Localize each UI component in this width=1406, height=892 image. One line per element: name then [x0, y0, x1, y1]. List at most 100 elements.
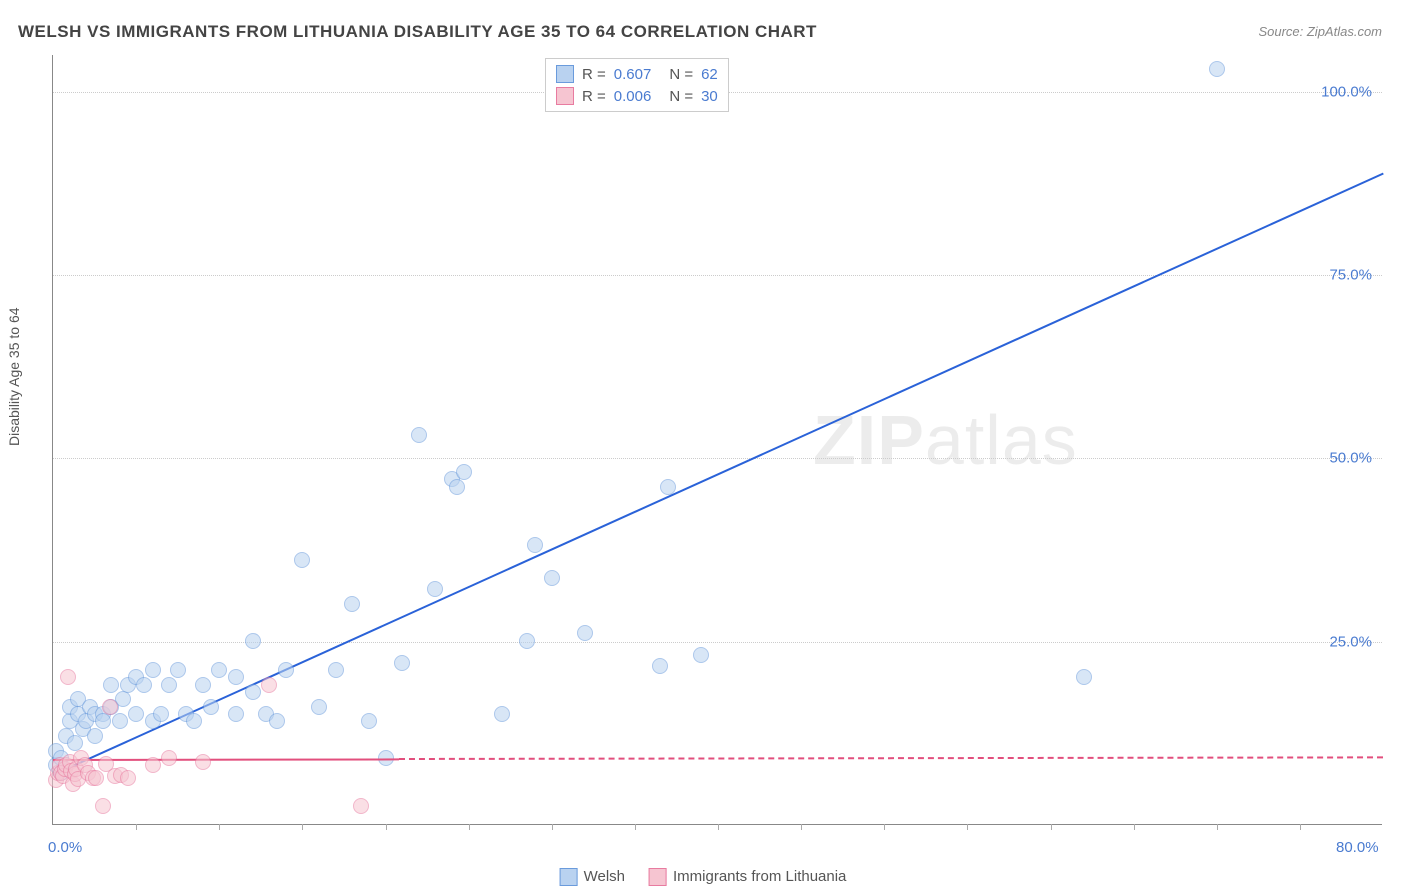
stats-legend-row: R = 0.607 N = 62	[556, 63, 718, 85]
data-point	[311, 699, 327, 715]
data-point	[519, 633, 535, 649]
x-minor-tick	[1134, 824, 1135, 830]
x-minor-tick	[967, 824, 968, 830]
data-point	[411, 427, 427, 443]
data-point	[87, 728, 103, 744]
y-axis-label: Disability Age 35 to 64	[6, 307, 22, 446]
data-point	[652, 658, 668, 674]
r-value: 0.006	[614, 88, 652, 105]
data-point	[67, 735, 83, 751]
data-point	[228, 706, 244, 722]
data-point	[186, 713, 202, 729]
data-point	[427, 581, 443, 597]
data-point	[577, 625, 593, 641]
data-point	[145, 662, 161, 678]
data-point	[128, 706, 144, 722]
legend-swatch	[556, 87, 574, 105]
data-point	[1209, 61, 1225, 77]
data-point	[344, 596, 360, 612]
x-minor-tick	[219, 824, 220, 830]
x-minor-tick	[884, 824, 885, 830]
legend-label: Welsh	[584, 868, 625, 885]
y-tick-label: 50.0%	[1329, 450, 1372, 467]
data-point	[136, 677, 152, 693]
x-minor-tick	[386, 824, 387, 830]
x-minor-tick	[552, 824, 553, 830]
data-point	[102, 699, 118, 715]
data-point	[245, 684, 261, 700]
x-minor-tick	[136, 824, 137, 830]
x-tick-0: 0.0%	[48, 839, 82, 856]
x-minor-tick	[302, 824, 303, 830]
legend-swatch	[649, 868, 667, 886]
data-point	[195, 754, 211, 770]
watermark-zip: ZIP	[813, 401, 925, 479]
data-point	[228, 669, 244, 685]
legend-swatch	[560, 868, 578, 886]
y-tick-label: 25.0%	[1329, 633, 1372, 650]
watermark-atlas: atlas	[925, 401, 1078, 479]
n-value: 30	[701, 88, 718, 105]
data-point	[294, 552, 310, 568]
r-value: 0.607	[614, 66, 652, 83]
data-point	[245, 633, 261, 649]
stats-legend: R = 0.607 N = 62 R = 0.006 N = 30	[545, 58, 729, 112]
data-point	[60, 669, 76, 685]
x-minor-tick	[635, 824, 636, 830]
data-point	[361, 713, 377, 729]
trend-line-dashed	[399, 757, 1383, 761]
data-point	[203, 699, 219, 715]
series-legend: Welsh Immigrants from Lithuania	[560, 868, 847, 886]
grid-line	[53, 458, 1382, 459]
data-point	[544, 570, 560, 586]
data-point	[527, 537, 543, 553]
data-point	[278, 662, 294, 678]
x-tick-max: 80.0%	[1336, 839, 1379, 856]
data-point	[353, 798, 369, 814]
grid-line	[53, 275, 1382, 276]
source-label: Source: ZipAtlas.com	[1258, 24, 1382, 39]
data-point	[693, 647, 709, 663]
data-point	[494, 706, 510, 722]
n-label: N =	[669, 88, 693, 105]
data-point	[261, 677, 277, 693]
data-point	[660, 479, 676, 495]
data-point	[1076, 669, 1092, 685]
stats-legend-row: R = 0.006 N = 30	[556, 85, 718, 107]
plot-area: ZIPatlas 25.0% 50.0% 75.0% 100.0%	[52, 55, 1382, 825]
data-point	[153, 706, 169, 722]
x-minor-tick	[801, 824, 802, 830]
data-point	[449, 479, 465, 495]
data-point	[161, 677, 177, 693]
y-tick-label: 100.0%	[1321, 83, 1372, 100]
x-minor-tick	[1051, 824, 1052, 830]
n-label: N =	[669, 66, 693, 83]
data-point	[103, 677, 119, 693]
legend-label: Immigrants from Lithuania	[673, 868, 846, 885]
legend-item: Welsh	[560, 868, 625, 886]
data-point	[145, 757, 161, 773]
data-point	[112, 713, 128, 729]
data-point	[195, 677, 211, 693]
x-minor-tick	[469, 824, 470, 830]
x-minor-tick	[1217, 824, 1218, 830]
n-value: 62	[701, 66, 718, 83]
legend-item: Immigrants from Lithuania	[649, 868, 846, 886]
y-tick-label: 75.0%	[1329, 267, 1372, 284]
x-minor-tick	[718, 824, 719, 830]
r-label: R =	[582, 88, 606, 105]
data-point	[394, 655, 410, 671]
data-point	[170, 662, 186, 678]
data-point	[456, 464, 472, 480]
legend-swatch	[556, 65, 574, 83]
data-point	[95, 713, 111, 729]
x-minor-tick	[1300, 824, 1301, 830]
data-point	[120, 770, 136, 786]
chart-title: WELSH VS IMMIGRANTS FROM LITHUANIA DISAB…	[18, 22, 817, 42]
data-point	[95, 798, 111, 814]
data-point	[161, 750, 177, 766]
data-point	[211, 662, 227, 678]
data-point	[88, 770, 104, 786]
r-label: R =	[582, 66, 606, 83]
data-point	[328, 662, 344, 678]
